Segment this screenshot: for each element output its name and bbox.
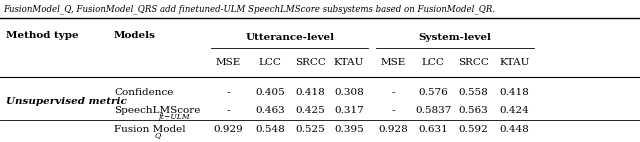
Text: KTAU: KTAU (333, 58, 364, 67)
Text: 0.418: 0.418 (296, 88, 325, 97)
Text: 0.405: 0.405 (255, 88, 285, 97)
Text: System-level: System-level (419, 33, 491, 42)
Text: 0.317: 0.317 (334, 106, 364, 115)
Text: -: - (391, 88, 395, 97)
Text: FusionModel_Q, FusionModel_QRS add finetuned-ULM SpeechLMScore subsystems based : FusionModel_Q, FusionModel_QRS add finet… (3, 4, 495, 14)
Text: 0.929: 0.929 (214, 125, 243, 134)
Text: LCC: LCC (259, 58, 282, 67)
Text: 0.563: 0.563 (459, 106, 488, 115)
Text: 0.308: 0.308 (334, 88, 364, 97)
Text: 0.631: 0.631 (419, 125, 448, 134)
Text: -: - (227, 88, 230, 97)
Text: LCC: LCC (422, 58, 445, 67)
Text: Confidence: Confidence (114, 88, 173, 97)
Text: Method type: Method type (6, 31, 79, 40)
Text: SRCC: SRCC (458, 58, 489, 67)
Text: 0.576: 0.576 (419, 88, 448, 97)
Text: 0.592: 0.592 (459, 125, 488, 134)
Text: 0.525: 0.525 (296, 125, 325, 134)
Text: 0.548: 0.548 (255, 125, 285, 134)
Text: 0.5837: 0.5837 (415, 106, 451, 115)
Text: -: - (391, 106, 395, 115)
Text: Models: Models (114, 31, 156, 40)
Text: -: - (227, 106, 230, 115)
Text: MSE: MSE (380, 58, 406, 67)
Text: 0.425: 0.425 (296, 106, 325, 115)
Text: 0.448: 0.448 (500, 125, 529, 134)
Text: 0.418: 0.418 (500, 88, 529, 97)
Text: Unsupervised metric: Unsupervised metric (6, 97, 127, 106)
Text: ft−ULM: ft−ULM (158, 113, 189, 121)
Text: 0.424: 0.424 (500, 106, 529, 115)
Text: SRCC: SRCC (295, 58, 326, 67)
Text: 0.928: 0.928 (378, 125, 408, 134)
Text: SpeechLMScore: SpeechLMScore (114, 106, 200, 115)
Text: 0.558: 0.558 (459, 88, 488, 97)
Text: MSE: MSE (216, 58, 241, 67)
Text: KTAU: KTAU (499, 58, 530, 67)
Text: 0.395: 0.395 (334, 125, 364, 134)
Text: Fusion Model: Fusion Model (114, 125, 186, 134)
Text: 0.463: 0.463 (255, 106, 285, 115)
Text: Utterance-level: Utterance-level (245, 33, 334, 42)
Text: Q: Q (155, 132, 161, 140)
